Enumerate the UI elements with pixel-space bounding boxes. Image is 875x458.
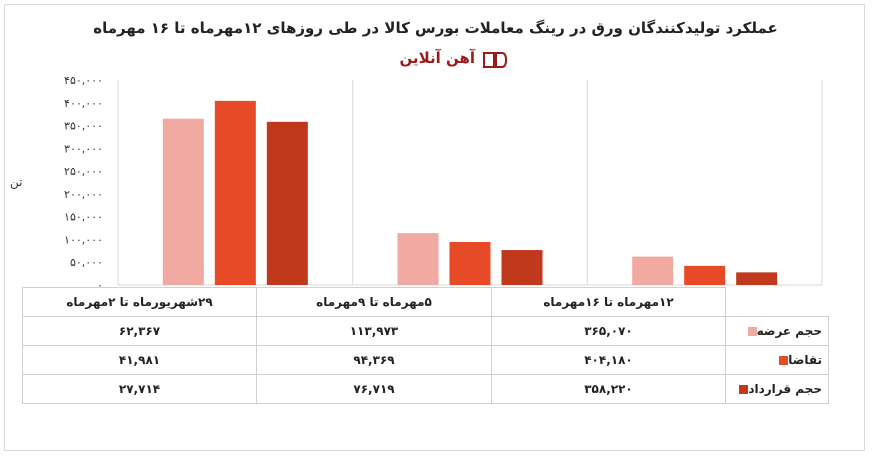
legend-swatch	[747, 327, 757, 336]
legend-label: تقاضا	[788, 353, 822, 367]
data-label: ۱۱۳,۹۷۳	[256, 316, 492, 346]
chart-title: عملکرد تولیدکنندگان ورق در رینگ معاملات …	[93, 19, 778, 37]
legend-label: حجم قرارداد	[748, 382, 822, 396]
bar	[632, 256, 674, 285]
legend-swatch	[779, 356, 789, 365]
data-label: ۳۶۵,۰۷۰	[491, 316, 726, 346]
y-tick-label: ۱۰۰,۰۰۰	[64, 233, 103, 246]
legend-swatch	[739, 385, 749, 394]
bar	[684, 265, 726, 285]
bar	[214, 100, 256, 285]
data-table: ۱۲مهرماه تا ۱۶مهرماه ۵مهرماه تا ۹مهرماه ۲۹…	[22, 287, 829, 404]
legend-entry: تقاضا	[725, 345, 829, 375]
data-label: ۹۴,۳۶۹	[256, 345, 492, 375]
y-axis-label: تن	[10, 175, 23, 189]
bar	[162, 118, 204, 285]
data-label: ۳۵۸,۲۲۰	[491, 374, 726, 404]
y-tick-label: ۱۵۰,۰۰۰	[64, 211, 103, 224]
legend-entry: حجم قرارداد	[725, 374, 829, 404]
data-label: ۷۶,۷۱۹	[256, 374, 492, 404]
bar	[266, 121, 308, 286]
bar	[736, 272, 778, 285]
bar	[501, 250, 543, 285]
y-tick-label: ۳۰۰,۰۰۰	[64, 142, 103, 155]
logo-text: آهن آنلاین	[399, 49, 475, 67]
category-label: ۲۹شهریورماه تا ۲مهرماه	[22, 287, 257, 317]
table-row: تقاضا ۴۰۴,۱۸۰ ۹۴,۳۶۹ ۴۱,۹۸۱	[22, 345, 829, 375]
y-tick-label: ۴۰۰,۰۰۰	[64, 97, 103, 110]
y-tick-label: ۴۵۰,۰۰۰	[64, 74, 103, 87]
data-label: ۲۷,۷۱۴	[22, 374, 257, 404]
logo-mark-icon	[483, 52, 507, 68]
legend-label: حجم عرضه	[756, 324, 822, 338]
category-label: ۵مهرماه تا ۹مهرماه	[256, 287, 492, 317]
y-tick-label: ۲۵۰,۰۰۰	[64, 165, 103, 178]
y-tick-label: ۲۰۰,۰۰۰	[64, 188, 103, 201]
y-tick-label: ۳۵۰,۰۰۰	[64, 120, 103, 133]
category-label: ۱۲مهرماه تا ۱۶مهرماه	[491, 287, 726, 317]
table-row: حجم قرارداد ۳۵۸,۲۲۰ ۷۶,۷۱۹ ۲۷,۷۱۴	[22, 374, 829, 404]
legend-entry: حجم عرضه	[725, 316, 829, 346]
y-tick-label: ۰	[97, 279, 103, 292]
bar	[449, 242, 491, 285]
data-label: ۴۱,۹۸۱	[22, 345, 257, 375]
table-row: حجم عرضه ۳۶۵,۰۷۰ ۱۱۳,۹۷۳ ۶۲,۳۶۷	[22, 316, 829, 346]
bar	[397, 233, 439, 285]
logo: آهن آنلاین	[365, 49, 515, 71]
data-label: ۴۰۴,۱۸۰	[491, 345, 726, 375]
y-tick-label: ۵۰,۰۰۰	[70, 256, 103, 269]
data-label: ۶۲,۳۶۷	[22, 316, 257, 346]
table-corner	[726, 288, 829, 317]
